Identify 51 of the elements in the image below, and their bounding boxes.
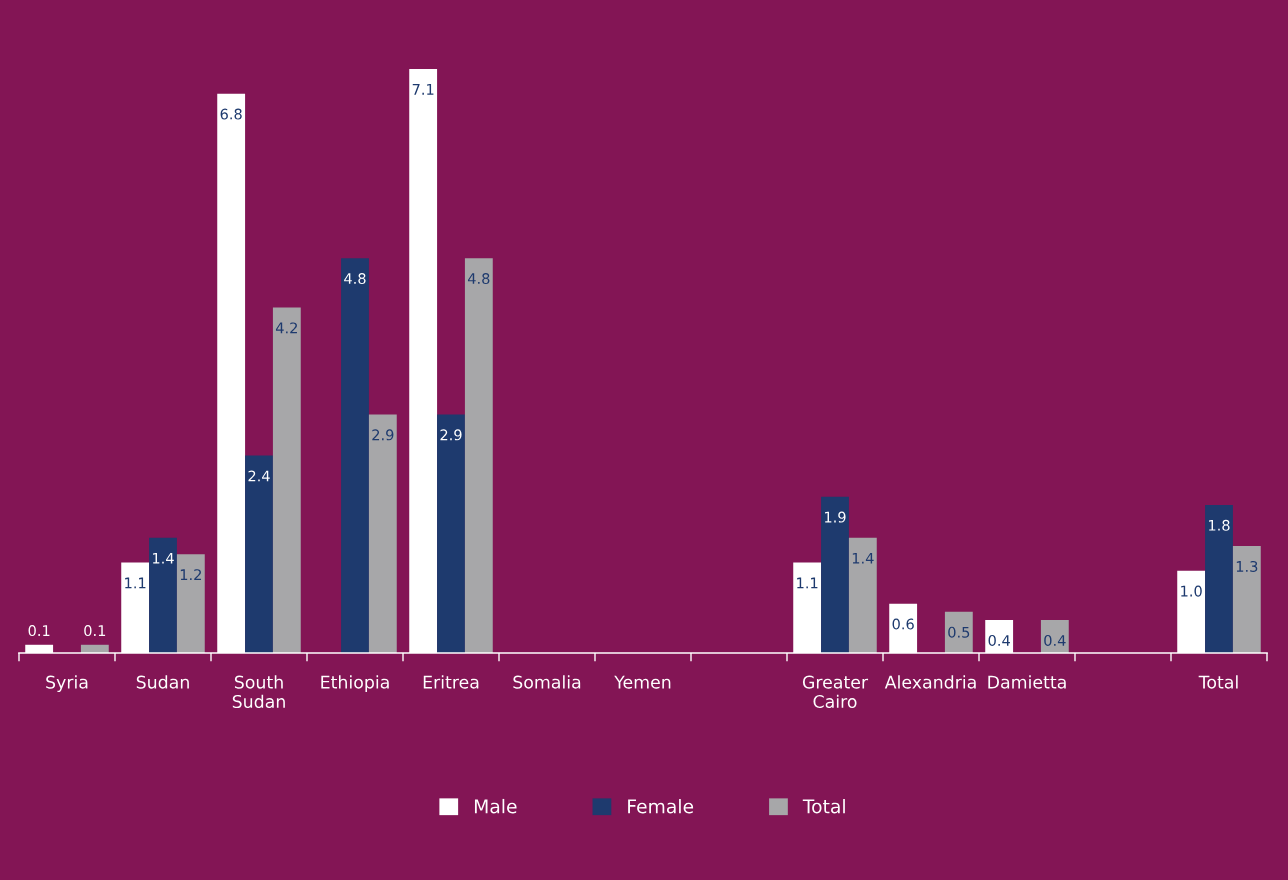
data-label: 0.4 (1044, 634, 1066, 646)
data-label: 4.8 (467, 273, 490, 285)
data-label: 1.1 (797, 577, 818, 589)
bar (437, 414, 465, 653)
data-label: 4.2 (275, 322, 297, 334)
data-label: 1.9 (825, 511, 846, 523)
legend-label: Female (628, 798, 694, 814)
data-label: 0.1 (28, 625, 50, 637)
data-label: 0.1 (84, 625, 106, 637)
data-label: 2.4 (248, 470, 270, 482)
x-tick-label: Greater Cairo (802, 675, 869, 709)
x-tick-label: Somalia (513, 675, 581, 689)
legend-label: Male (474, 798, 517, 814)
bar (245, 455, 273, 653)
data-label: 2.9 (372, 429, 394, 441)
data-label: 1.1 (125, 577, 146, 589)
data-label: 2.9 (440, 429, 462, 441)
bar (272, 307, 301, 653)
bar (848, 537, 877, 653)
legend-label: Total (802, 798, 845, 814)
bar (1232, 546, 1261, 653)
data-label: 1.2 (180, 569, 201, 580)
x-tick-label: Total (1198, 675, 1238, 689)
data-label: 1.3 (1236, 560, 1258, 572)
bar (821, 496, 849, 653)
data-label: 4.8 (344, 273, 366, 285)
data-label: 0.6 (892, 618, 914, 630)
data-label: 7.1 (412, 84, 434, 95)
x-tick-label: South Sudan (232, 675, 285, 709)
bar (1040, 620, 1069, 653)
bar (368, 414, 397, 653)
data-label: 6.8 (220, 108, 242, 120)
data-label: 0.4 (988, 634, 1010, 646)
bar (149, 537, 177, 653)
data-label: 0.5 (948, 626, 970, 638)
bar (464, 258, 493, 653)
x-tick-label: Alexandria (884, 675, 976, 689)
data-label: 1.0 (1181, 585, 1202, 597)
data-label: 1.4 (153, 552, 174, 564)
x-tick-label: Eritrea (423, 675, 479, 689)
x-tick-label: Sudan (136, 675, 189, 689)
bar (341, 258, 369, 653)
bar (944, 611, 973, 653)
data-label: 1.4 (852, 552, 874, 564)
x-tick-label: Yemen (614, 675, 671, 689)
data-label: 1.8 (1209, 519, 1230, 531)
bar (176, 554, 205, 653)
x-tick-label: Syria (46, 675, 88, 693)
bar (1205, 504, 1233, 653)
x-tick-label: Ethiopia (321, 675, 389, 693)
x-tick-label: Damietta (988, 675, 1066, 689)
